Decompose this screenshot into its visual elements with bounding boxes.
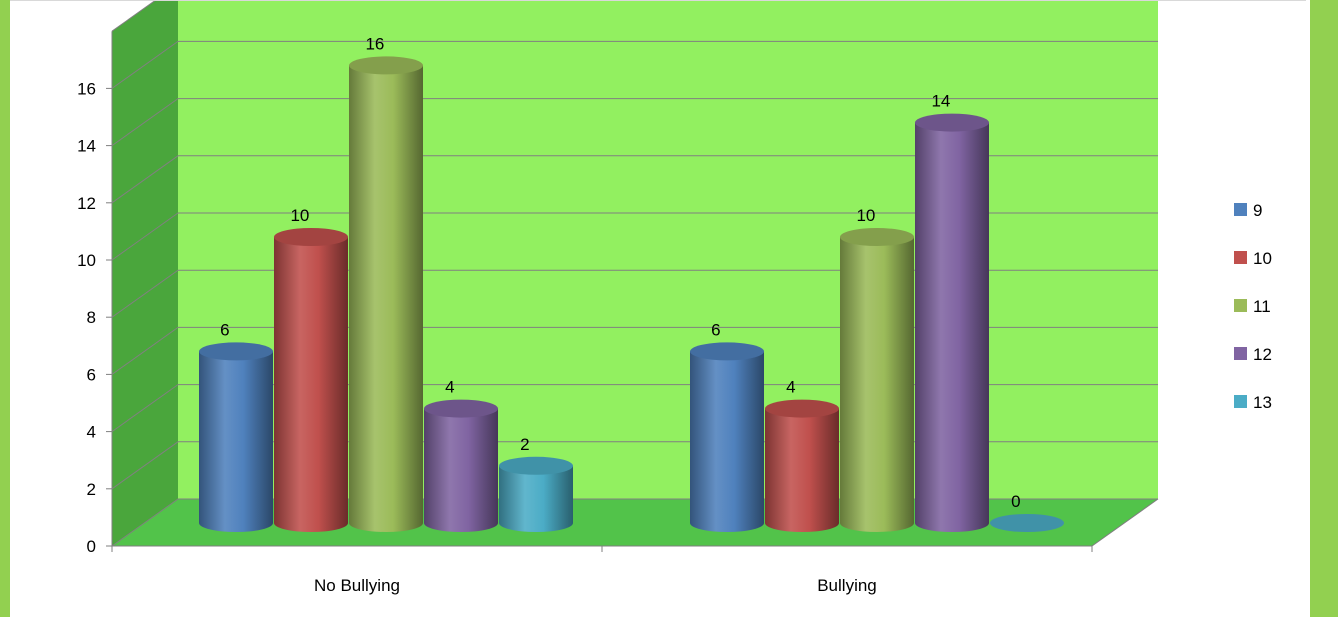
data-label: 6 xyxy=(220,320,229,339)
data-label: 10 xyxy=(290,206,309,225)
bar-top xyxy=(274,228,348,246)
legend-swatch xyxy=(1234,395,1247,408)
gridline xyxy=(111,269,1158,318)
data-label: 6 xyxy=(711,320,720,339)
y-tick-label: 10 xyxy=(77,251,96,270)
bar-top xyxy=(840,228,914,246)
bar-top xyxy=(499,456,573,475)
gridline xyxy=(111,384,1158,433)
bar xyxy=(349,56,423,533)
bar-top xyxy=(915,113,989,132)
floor-edge-line xyxy=(1091,498,1159,547)
gridlines xyxy=(111,1,1158,547)
data-label: 2 xyxy=(520,435,529,454)
y-tick-label: 4 xyxy=(87,423,96,442)
bar xyxy=(840,228,914,532)
bar-body xyxy=(349,65,423,533)
labels: 0 2 4 6 8 10 12 14 16 No Bullying Bullying 6 10 16 4 2 6… xyxy=(77,34,1021,595)
bar xyxy=(990,514,1064,532)
x-category-label: Bullying xyxy=(817,576,877,595)
data-label: 10 xyxy=(856,206,875,225)
data-label: 16 xyxy=(365,34,384,53)
y-tick-label: 16 xyxy=(77,79,96,98)
y-tick-label: 14 xyxy=(77,137,96,156)
bar-top xyxy=(349,56,423,75)
y-tick-label: 6 xyxy=(87,365,96,384)
legend-label: 9 xyxy=(1253,201,1262,220)
legend-label: 11 xyxy=(1253,297,1271,316)
bar-body xyxy=(765,408,839,532)
bar xyxy=(424,399,498,532)
gridline xyxy=(111,326,1158,375)
bar xyxy=(690,342,764,532)
legend-swatch xyxy=(1234,251,1247,264)
legend-swatch xyxy=(1234,203,1247,216)
data-label: 4 xyxy=(786,378,795,397)
bar-body xyxy=(690,351,764,532)
legend-label: 13 xyxy=(1253,393,1272,412)
right-frame-bar xyxy=(1306,0,1338,617)
legend-label: 10 xyxy=(1253,249,1272,268)
legend-swatch xyxy=(1234,299,1247,312)
bar-top xyxy=(199,342,273,361)
bar xyxy=(765,399,839,532)
legend: 9 10 11 12 13 xyxy=(1234,201,1272,412)
bar xyxy=(274,228,348,532)
bar-top xyxy=(990,514,1064,532)
y-tick-label: 12 xyxy=(77,194,96,213)
legend-swatch xyxy=(1234,347,1247,360)
bar xyxy=(199,342,273,532)
y-tick-label: 2 xyxy=(87,480,96,499)
gridline xyxy=(111,98,1158,147)
bar xyxy=(915,113,989,532)
bar-body xyxy=(840,237,914,532)
y-tick-label: 0 xyxy=(87,537,96,556)
gridline xyxy=(111,212,1158,261)
chart-svg: 0 2 4 6 8 10 12 14 16 No Bullying Bullying 6 10 16 4 2 6… xyxy=(77,1,1272,595)
gridline xyxy=(111,155,1158,204)
bar-top xyxy=(765,399,839,418)
chart-area: 0 2 4 6 8 10 12 14 16 No Bullying Bullying 6 10 16 4 2 6… xyxy=(10,0,1306,617)
bar-body xyxy=(915,122,989,532)
bars xyxy=(199,56,1064,533)
x-category-label: No Bullying xyxy=(314,576,400,595)
bar-body xyxy=(499,465,573,532)
axes xyxy=(106,31,1159,552)
bar-top xyxy=(690,342,764,361)
bar-body xyxy=(274,237,348,532)
legend-label: 12 xyxy=(1253,345,1272,364)
gridline xyxy=(111,40,1158,89)
gridline xyxy=(111,1,156,32)
bar-body xyxy=(199,351,273,532)
y-tick-label: 8 xyxy=(87,308,96,327)
bar-body xyxy=(424,408,498,532)
data-label: 4 xyxy=(445,378,454,397)
side-wall xyxy=(112,1,178,546)
left-frame-bar xyxy=(0,0,10,617)
bar-top xyxy=(424,399,498,418)
data-label: 0 xyxy=(1011,492,1020,511)
bar xyxy=(499,456,573,532)
data-label: 14 xyxy=(931,92,950,111)
